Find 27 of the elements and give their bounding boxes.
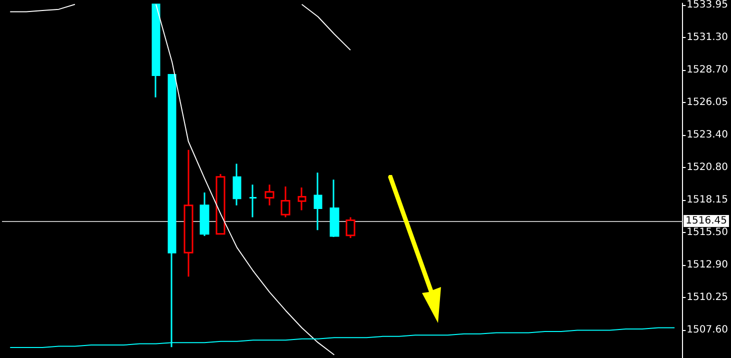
- y-tick-label: 1518.15: [686, 194, 728, 206]
- y-tick-label: 1512.90: [686, 259, 728, 270]
- line-series: [301, 4, 351, 51]
- y-tick-label: 1520.80: [686, 162, 728, 173]
- y-tick-label: 1510.25: [686, 292, 728, 304]
- y-tick-label: 1515.50: [686, 227, 728, 238]
- line-series: [155, 4, 335, 356]
- candlestick: [346, 216, 356, 239]
- y-tick-label: 1531.30: [686, 32, 728, 44]
- candlestick: [184, 149, 194, 278]
- candlestick: [248, 184, 258, 218]
- y-tick-label: 1507.60: [686, 324, 728, 336]
- candlestick: [200, 192, 210, 237]
- ref-line-label: 1516.45: [686, 215, 728, 226]
- y-tick-label: 1523.40: [686, 130, 728, 141]
- candlestick: [216, 173, 226, 235]
- candlestick: [264, 184, 274, 206]
- y-tick-label: 1528.70: [686, 64, 728, 76]
- candlestick: [280, 186, 290, 218]
- candlestick: [298, 186, 306, 212]
- candlestick: [232, 162, 242, 206]
- y-tick-label: 1533.95: [686, 0, 728, 10]
- candlestick: [330, 178, 340, 238]
- candlestick: [314, 172, 322, 231]
- candlestick: [152, 4, 160, 98]
- line-series: [10, 4, 76, 12]
- y-tick-label: 1526.05: [686, 97, 728, 108]
